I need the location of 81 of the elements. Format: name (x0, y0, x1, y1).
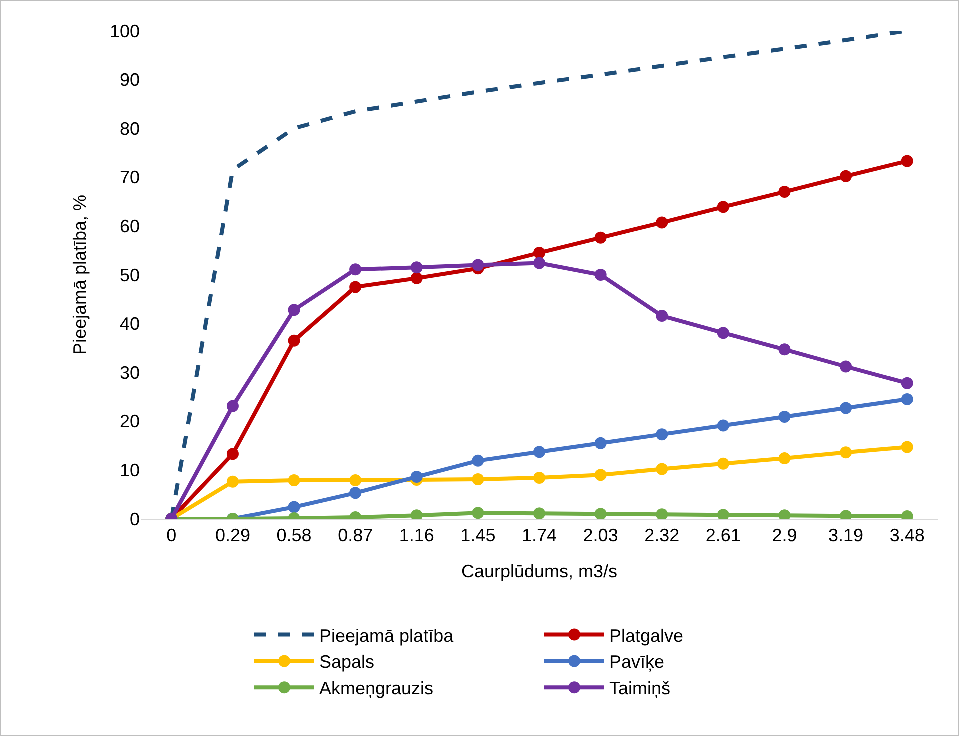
legend-label: Sapals (320, 652, 375, 672)
point (534, 257, 546, 270)
point (534, 247, 546, 260)
point (226, 400, 239, 412)
x-tick-label: 3.48 (890, 526, 925, 546)
y-tick-label: 30 (120, 362, 140, 383)
x-tick-label: 0 (166, 526, 177, 546)
x-tick-label: 1.74 (522, 526, 558, 546)
y-tick-label: 80 (120, 118, 140, 139)
point (656, 310, 668, 322)
point (840, 402, 852, 414)
point (288, 304, 300, 316)
x-tick-label: 2.32 (644, 526, 680, 546)
point (778, 344, 791, 356)
point (656, 508, 668, 519)
point (226, 448, 239, 460)
point (778, 186, 791, 198)
x-tick-label: 0.87 (338, 526, 374, 546)
legend-label: Platgalve (610, 626, 684, 646)
point (288, 501, 300, 514)
legend-label: Pieejamā platība (320, 626, 455, 646)
x-tick-label: 0.58 (276, 526, 312, 546)
point (226, 476, 239, 488)
y-tick-label: 10 (120, 460, 140, 480)
point (472, 454, 484, 467)
point (472, 259, 484, 272)
x-tick-label: 1.16 (399, 526, 434, 546)
y-tick-label: 70 (120, 168, 140, 188)
y-axis-title: Pieejamā platība, % (70, 194, 90, 356)
point (410, 471, 423, 484)
point (288, 334, 300, 347)
point (901, 393, 914, 406)
point (594, 232, 607, 244)
point (594, 269, 607, 281)
point (410, 262, 423, 274)
y-tick-label: 40 (120, 314, 140, 334)
x-tick-label: 2.03 (583, 526, 618, 546)
y-tick-label: 50 (120, 265, 140, 286)
point (594, 469, 607, 482)
point (350, 474, 362, 486)
point (840, 446, 852, 459)
point (594, 437, 607, 450)
x-tick-label: 2.9 (772, 526, 798, 546)
point (717, 458, 730, 470)
point (717, 420, 730, 432)
point (534, 472, 546, 484)
y-tick-label: 60 (120, 216, 140, 236)
point (656, 463, 668, 476)
point (534, 446, 546, 458)
point (350, 281, 362, 294)
legend-label: Taimiņš (610, 678, 671, 699)
point (534, 508, 546, 519)
y-tick-label: 100 (110, 21, 140, 42)
point (778, 411, 791, 424)
point (778, 452, 791, 464)
y-tick-label: 20 (120, 412, 140, 432)
legend-label: Pavīķe (610, 652, 665, 672)
point (656, 428, 668, 441)
point (656, 216, 668, 229)
x-tick-label: 2.61 (706, 526, 741, 546)
point (350, 264, 362, 276)
legend-label: Akmeņgrauzis (320, 678, 434, 699)
point (901, 155, 914, 168)
point (840, 170, 852, 182)
x-tick-label: 3.19 (828, 526, 864, 546)
x-axis-title: Caurplūdums, m3/s (461, 562, 618, 582)
point (350, 487, 362, 500)
point (840, 360, 852, 373)
point (717, 327, 730, 340)
x-tick-label: 1.45 (460, 526, 496, 546)
point (717, 201, 730, 214)
point (594, 508, 607, 519)
x-tick-label: 0.29 (215, 526, 250, 546)
point (410, 272, 423, 284)
point (472, 507, 484, 519)
point (288, 474, 300, 486)
y-tick-label: 0 (130, 509, 140, 530)
point (901, 377, 914, 390)
point (472, 473, 484, 486)
point (901, 441, 914, 454)
y-tick-label: 90 (120, 70, 140, 90)
